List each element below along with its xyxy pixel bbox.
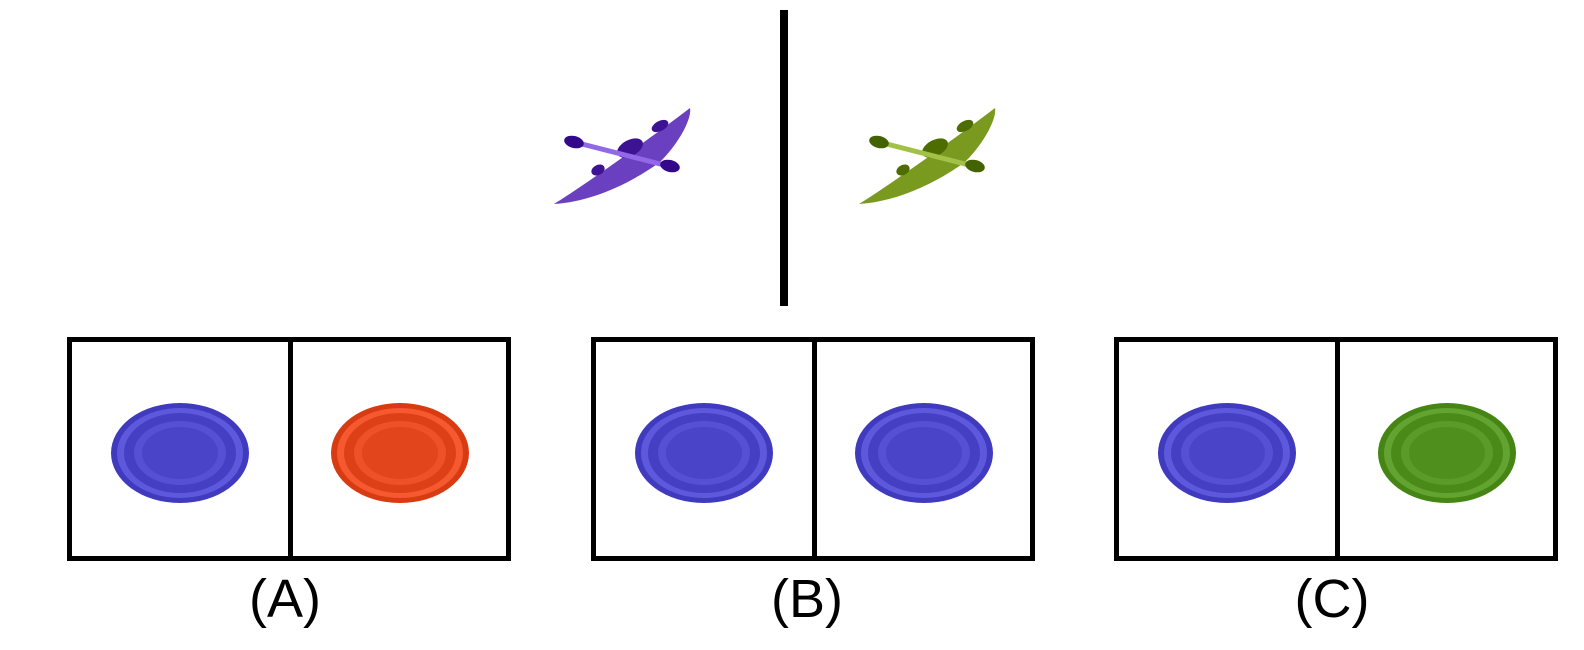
option-c-label: (C)	[1294, 569, 1370, 629]
option-c-box[interactable]	[1114, 337, 1558, 561]
center-divider	[780, 10, 788, 306]
plate-icon	[854, 402, 994, 504]
option-b-box[interactable]	[591, 337, 1035, 561]
option-b-label: (B)	[771, 569, 843, 629]
option-divider	[812, 342, 817, 556]
option-divider	[1335, 342, 1340, 556]
option-divider	[288, 342, 293, 556]
plate-icon	[634, 402, 774, 504]
plate-icon	[1377, 402, 1517, 504]
plate-icon	[330, 402, 470, 504]
plate-icon	[1157, 402, 1297, 504]
option-a-label: (A)	[249, 569, 321, 629]
kayak-icon	[540, 96, 700, 216]
plate-icon	[110, 402, 250, 504]
option-a-box[interactable]	[67, 337, 511, 561]
kayak-icon	[845, 96, 1005, 216]
